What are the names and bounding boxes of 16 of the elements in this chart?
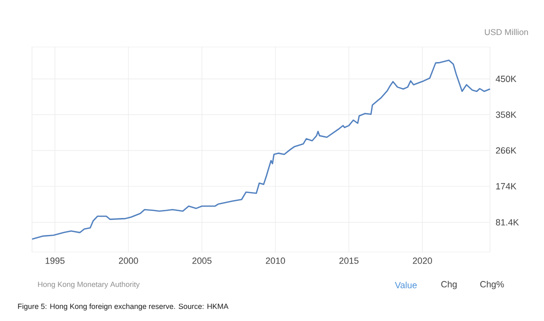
text: Value [394, 282, 417, 288]
y-tick-label: 266K [496, 147, 516, 154]
y-tick-label: 81.4K [496, 219, 519, 226]
x-tick-label: 2015 [339, 258, 358, 264]
x-tick-label: 2010 [266, 258, 286, 264]
y-tick-label: 174K [496, 183, 516, 190]
x-tick-label: 1995 [46, 258, 65, 264]
text: Chg% [480, 280, 504, 290]
x-tick-label: 2000 [118, 258, 138, 264]
y-tick-label: 450K [496, 76, 516, 82]
y-axis-title: USD Million [484, 28, 528, 36]
text: Chg [441, 280, 457, 290]
y-tick-label: 358K [496, 112, 516, 118]
x-tick-label: 2020 [412, 258, 432, 264]
x-tick-label: 2005 [192, 258, 212, 264]
line-series [31, 60, 491, 240]
